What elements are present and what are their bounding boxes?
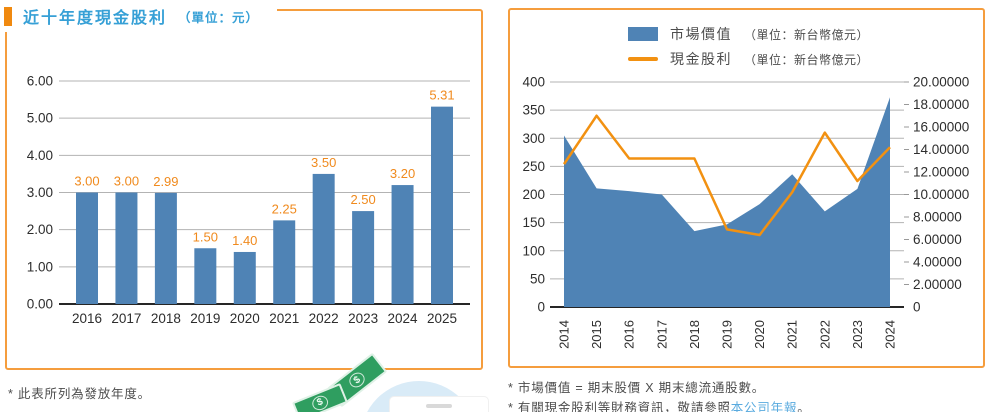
footnote-annual-report: * 有關現金股利等財務資訊，敬請參照本公司年報。 [508,399,811,412]
market-value-panel: 市場價值 （單位：新台幣億元） 現金股利 （單位：新台幣億元） 400 350 30… [508,8,985,368]
svg-text:0: 0 [913,300,921,315]
svg-text:5.00: 5.00 [27,111,53,126]
line-swatch-icon [628,57,658,61]
svg-text:2021: 2021 [785,320,800,349]
svg-text:2023: 2023 [850,320,865,349]
svg-text:2020: 2020 [230,311,260,326]
svg-text:400: 400 [522,75,545,90]
svg-text:2017: 2017 [111,311,141,326]
svg-text:2020: 2020 [752,320,767,349]
svg-text:50: 50 [530,271,545,286]
money-illustration: $ $ [291,352,488,412]
legend-series-name: 市場價值 [670,26,732,42]
market-value-dividend-combo-chart: 400 350 300 250 200 150 100 50 0 20.00000 18.00000… [522,75,969,349]
svg-text:8.00000: 8.00000 [913,210,962,225]
svg-text:2.50: 2.50 [350,192,375,207]
svg-text:6.00000: 6.00000 [913,232,962,247]
svg-text:2022: 2022 [309,311,339,326]
svg-text:100: 100 [522,243,545,258]
svg-text:2019: 2019 [720,320,735,349]
svg-text:3.20: 3.20 [390,166,415,181]
footnote-market-value-definition: * 市場價值 = 期末股價 X 期末總流通股數。 [508,381,766,395]
svg-text:2025: 2025 [427,311,457,326]
svg-text:12.00000: 12.00000 [913,165,969,180]
svg-text:3.00: 3.00 [114,174,139,189]
legend-series-unit: （單位：新台幣億元） [744,52,870,67]
card-line-icon [426,404,452,408]
svg-text:4.00000: 4.00000 [913,255,962,270]
svg-text:2021: 2021 [269,311,299,326]
svg-text:2015: 2015 [589,320,604,349]
panel-title-unit: （單位：元） [178,10,260,25]
svg-text:2022: 2022 [817,320,832,349]
svg-text:2.00000: 2.00000 [913,277,962,292]
svg-text:3.00: 3.00 [74,174,99,189]
svg-text:1.00: 1.00 [27,259,53,274]
svg-text:0.00: 0.00 [27,297,53,312]
svg-text:2017: 2017 [654,320,669,349]
svg-text:2024: 2024 [883,320,898,349]
svg-text:0: 0 [537,300,545,315]
svg-text:2.00: 2.00 [27,222,53,237]
legend-series-unit: （單位：新台幣億元） [744,27,870,42]
svg-text:1.40: 1.40 [232,233,257,248]
panel-title-text: 近十年度現金股利 [23,10,168,27]
svg-text:3.50: 3.50 [311,155,336,170]
svg-text:2014: 2014 [557,320,572,349]
dollar-sign-icon: $ [309,393,331,412]
svg-text:2019: 2019 [190,311,220,326]
svg-text:2024: 2024 [388,311,419,326]
document-card-icon [390,397,488,412]
cash-dividend-panel-title: 近十年度現金股利 （單位：元） [3,2,278,32]
svg-text:6.00: 6.00 [27,74,53,89]
svg-text:10.00000: 10.00000 [913,187,969,202]
svg-text:20.00000: 20.00000 [913,75,969,90]
legend-item-market-value: 市場價值 （單位：新台幣億元） [628,24,869,44]
area-swatch-icon [628,27,658,41]
chart-legend: 市場價值 （單位：新台幣億元） 現金股利 （單位：新台幣億元） [628,24,869,69]
dollar-bill-icon: $ [291,383,349,412]
svg-text:14.00000: 14.00000 [913,142,969,157]
svg-text:2.99: 2.99 [153,174,178,189]
annual-report-link[interactable]: 本公司年報 [730,400,798,412]
svg-text:350: 350 [522,103,545,118]
svg-text:2023: 2023 [348,311,378,326]
svg-text:16.00000: 16.00000 [913,120,969,135]
svg-text:2016: 2016 [72,311,102,326]
svg-text:5.31: 5.31 [429,88,454,103]
right-chart-footnotes: * 市場價值 = 期末股價 X 期末總流通股數。 * 有關現金股利等財務資訊，敬… [508,379,811,412]
svg-text:200: 200 [522,187,545,202]
svg-text:1.50: 1.50 [193,229,218,244]
svg-text:150: 150 [522,215,545,230]
svg-text:2016: 2016 [622,320,637,349]
legend-item-cash-dividend: 現金股利 （單位：新台幣億元） [628,49,869,69]
dollar-sign-icon: $ [346,369,368,391]
svg-text:2.25: 2.25 [272,201,297,216]
svg-text:2018: 2018 [151,311,181,326]
svg-text:18.00000: 18.00000 [913,97,969,112]
cash-dividend-panel: 近十年度現金股利 （單位：元） 6.00 5.00 4.00 3.00 2.00 1.00… [3,2,483,370]
left-chart-footnote: * 此表所列為發放年度。 [8,387,151,401]
svg-text:3.00: 3.00 [27,185,53,200]
legend-series-name: 現金股利 [670,51,732,67]
svg-text:4.00: 4.00 [27,148,53,163]
cash-dividend-bar-chart: 6.00 5.00 4.00 3.00 2.00 1.00 0.00 3.00 2016 3.00… [27,74,470,326]
title-accent-marker-icon [4,6,12,26]
svg-text:250: 250 [522,159,545,174]
svg-text:2018: 2018 [687,320,702,349]
svg-text:300: 300 [522,131,545,146]
